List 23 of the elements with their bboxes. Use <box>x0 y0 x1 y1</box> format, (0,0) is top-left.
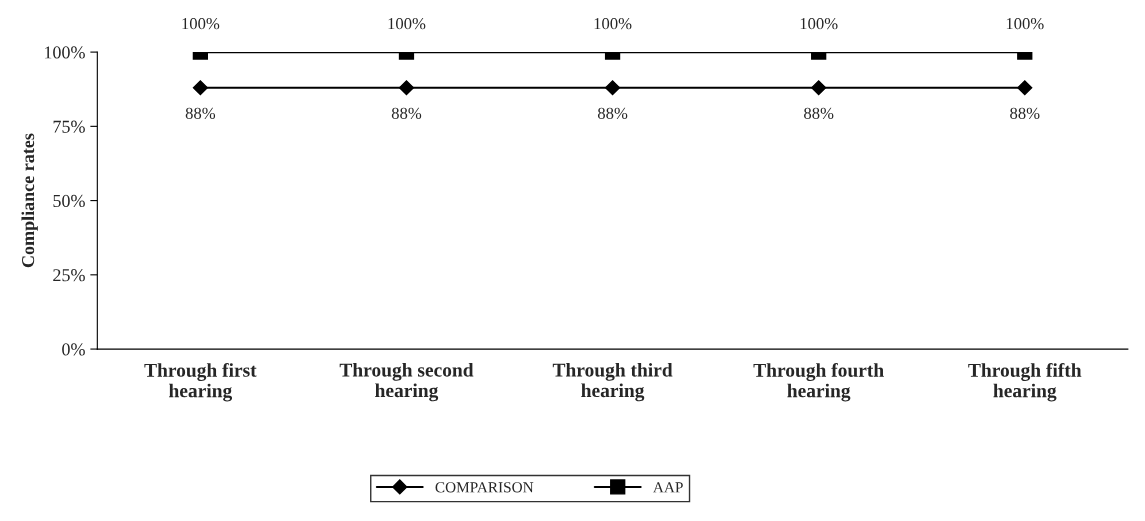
y-tick-label: 100% <box>44 46 85 59</box>
data-label: 100% <box>800 18 838 30</box>
data-label: 100% <box>388 18 426 30</box>
x-tick-label: Through second hearing <box>339 362 474 402</box>
y-tick-label: 0% <box>62 343 85 356</box>
data-label: 88% <box>1010 107 1040 119</box>
x-tick-label: Through third hearing <box>552 362 673 402</box>
legend-label: AAP <box>653 482 683 493</box>
data-label: 88% <box>804 107 834 119</box>
data-label: 100% <box>594 18 632 30</box>
x-tick-label: Through first hearing <box>144 362 257 402</box>
data-label: 88% <box>391 107 422 119</box>
data-label: 100% <box>182 18 220 30</box>
x-tick-label: Through fourth hearing <box>753 362 884 402</box>
data-label: 88% <box>185 107 216 119</box>
x-tick-label: Through fifth hearing <box>968 362 1082 402</box>
data-label: 100% <box>1006 18 1044 30</box>
y-tick-label: 25% <box>53 269 85 282</box>
y-tick-label: 50% <box>53 194 85 208</box>
legend-label: COMPARISON <box>435 482 534 493</box>
data-label: 88% <box>597 107 628 119</box>
y-axis-title: Compliance rates <box>21 133 38 268</box>
y-tick-label: 75% <box>53 120 85 133</box>
